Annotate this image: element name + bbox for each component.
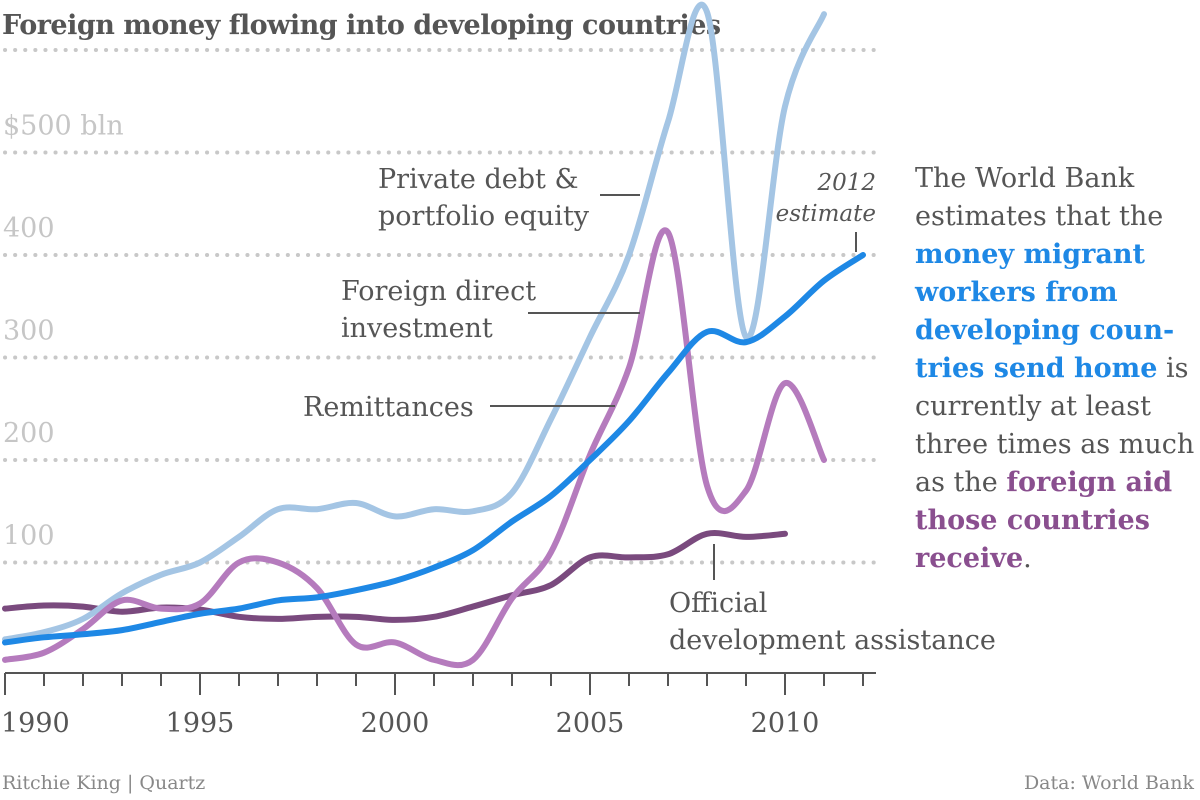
series-line-private-debt (2, 1, 827, 643)
footer-credit: Ritchie King | Quartz (2, 772, 206, 794)
x-tick-label: 2005 (556, 708, 625, 739)
chart-title: Foreign money flowing into developing co… (2, 10, 721, 41)
x-tick-label: 2000 (361, 708, 430, 739)
label-oda-line2: development assistance (669, 625, 996, 656)
sidebar-text-2: is currently at least three times as muc… (915, 353, 1195, 498)
x-tick-label: 1990 (1, 708, 70, 739)
label-fdi-line2: investment (341, 313, 493, 344)
footer-source: Data: World Bank (1023, 772, 1194, 794)
sidebar-text-3: . (1023, 543, 1032, 574)
y-tick-label: 100 (3, 521, 55, 552)
label-remittances: Remittances (303, 392, 474, 423)
label-fdi-line1: Foreign direct (341, 276, 536, 307)
label-estimate-line1: 2012 (816, 170, 876, 196)
sidebar-highlight-aid: foreign aid those countries receive (915, 467, 1173, 574)
series-line-fdi (2, 227, 827, 669)
x-tick-label: 1995 (166, 708, 235, 739)
sidebar-note: The World Bank estimates that the money … (915, 160, 1195, 578)
label-oda-line1: Official (669, 588, 767, 619)
series-line-remittances (2, 252, 866, 646)
y-tick-label: 400 (3, 213, 55, 244)
label-estimate-line2: estimate (776, 201, 876, 227)
y-tick-label: $500 bln (3, 111, 124, 142)
series-line-oda (2, 530, 788, 623)
label-private-debt-line2: portfolio equity (378, 201, 590, 232)
x-tick-label: 2010 (751, 708, 820, 739)
sidebar-text-1: The World Bank estimates that the (915, 163, 1164, 232)
y-tick-label: 200 (3, 418, 55, 449)
sidebar-highlight-remittances: money migrant workers from developing co… (915, 239, 1175, 384)
y-tick-label: 300 (3, 316, 55, 347)
label-private-debt-line1: Private debt & (378, 164, 578, 195)
